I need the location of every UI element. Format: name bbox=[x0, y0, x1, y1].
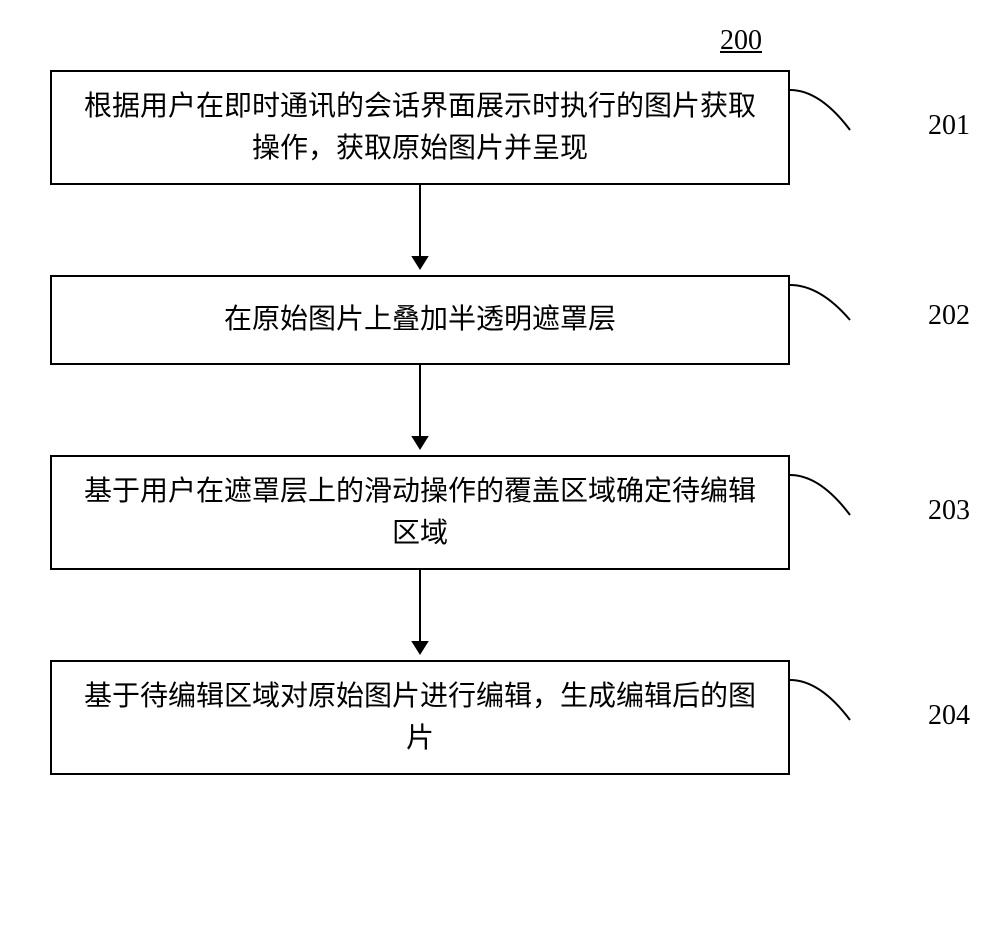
flow-arrow bbox=[50, 570, 790, 660]
step-number-label: 203 bbox=[928, 495, 970, 527]
step-number-label: 201 bbox=[928, 110, 970, 142]
step-number-label: 202 bbox=[928, 300, 970, 332]
step-box: 基于用户在遮罩层上的滑动操作的覆盖区域确定待编辑区域 bbox=[50, 455, 790, 570]
flow-arrow bbox=[50, 185, 790, 275]
flowchart-step-202: 在原始图片上叠加半透明遮罩层202 bbox=[50, 275, 900, 365]
diagram-number: 200 bbox=[720, 25, 762, 57]
leader-line bbox=[790, 275, 890, 365]
leader-line bbox=[790, 70, 890, 185]
flowchart-step-203: 基于用户在遮罩层上的滑动操作的覆盖区域确定待编辑区域203 bbox=[50, 455, 900, 570]
step-number-label: 204 bbox=[928, 700, 970, 732]
leader-line bbox=[790, 660, 890, 775]
flowchart-step-201: 根据用户在即时通讯的会话界面展示时执行的图片获取操作，获取原始图片并呈现201 bbox=[50, 70, 900, 185]
flowchart-step-204: 基于待编辑区域对原始图片进行编辑，生成编辑后的图片204 bbox=[50, 660, 900, 775]
step-box: 根据用户在即时通讯的会话界面展示时执行的图片获取操作，获取原始图片并呈现 bbox=[50, 70, 790, 185]
flowchart-container: 根据用户在即时通讯的会话界面展示时执行的图片获取操作，获取原始图片并呈现201 在… bbox=[50, 70, 900, 775]
step-box: 在原始图片上叠加半透明遮罩层 bbox=[50, 275, 790, 365]
flow-arrow bbox=[50, 365, 790, 455]
leader-line bbox=[790, 455, 890, 570]
step-box: 基于待编辑区域对原始图片进行编辑，生成编辑后的图片 bbox=[50, 660, 790, 775]
